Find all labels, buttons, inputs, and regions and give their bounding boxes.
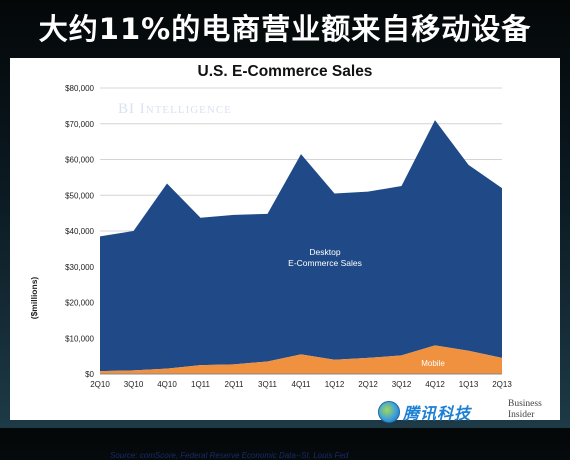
x-tick-label: 4Q11 <box>292 380 312 389</box>
bi-intelligence-watermark: BI Intelligence <box>118 101 232 117</box>
area-chart: $0 $10,000 $20,000 $30,000 $40,000 $50,000 $60… <box>65 84 512 389</box>
mobile-area <box>100 345 502 374</box>
x-tick-label: 1Q11 <box>191 380 211 389</box>
mobile-series-label: Mobile <box>421 359 445 368</box>
x-tick-label: 3Q12 <box>392 380 412 389</box>
x-tick-label: 1Q13 <box>459 380 479 389</box>
x-tick-label: 2Q12 <box>358 380 378 389</box>
y-tick-label: $10,000 <box>65 334 94 343</box>
y-tick-label: $70,000 <box>65 120 94 129</box>
x-tick-label: 2Q11 <box>225 380 245 389</box>
y-tick-label: $40,000 <box>65 227 94 236</box>
source-note: Source: comScore, Federal Reserve Econom… <box>110 451 349 460</box>
x-tick-label: 1Q12 <box>325 380 345 389</box>
y-tick-label: $80,000 <box>65 84 94 93</box>
chart-panel: U.S. E-Commerce Sales ($millions) $0 $10,… <box>10 58 560 460</box>
x-tick-label: 4Q10 <box>157 380 177 389</box>
business-insider-logo-line-2: Insider <box>508 410 535 420</box>
y-tick-label: $50,000 <box>65 191 94 200</box>
headline: 大约11%的电商营业额来自移动设备 <box>38 12 532 46</box>
desktop-series-label-line-2: E-Commerce Sales <box>288 258 362 268</box>
x-tick-label: 2Q13 <box>492 380 512 389</box>
x-tick-label: 2Q10 <box>90 380 110 389</box>
desktop-series-label-line-1: Desktop <box>309 247 340 257</box>
business-insider-logo: Business Insider <box>508 399 542 421</box>
tencent-logo: 腾讯科技 <box>378 400 471 424</box>
desktop-area <box>100 120 502 372</box>
tencent-globe-icon <box>378 401 400 423</box>
tencent-logo-text: 腾讯科技 <box>403 404 472 423</box>
x-tick-label: 4Q12 <box>425 380 445 389</box>
chart-title: U.S. E-Commerce Sales <box>197 63 373 80</box>
business-insider-logo-line-1: Business <box>508 399 542 409</box>
y-tick-label: $0 <box>85 370 94 379</box>
y-tick-label: $30,000 <box>65 263 94 272</box>
x-tick-label: 3Q10 <box>124 380 144 389</box>
y-tick-label: $20,000 <box>65 299 94 308</box>
y-tick-label: $60,000 <box>65 156 94 165</box>
x-tick-label: 3Q11 <box>258 380 278 389</box>
